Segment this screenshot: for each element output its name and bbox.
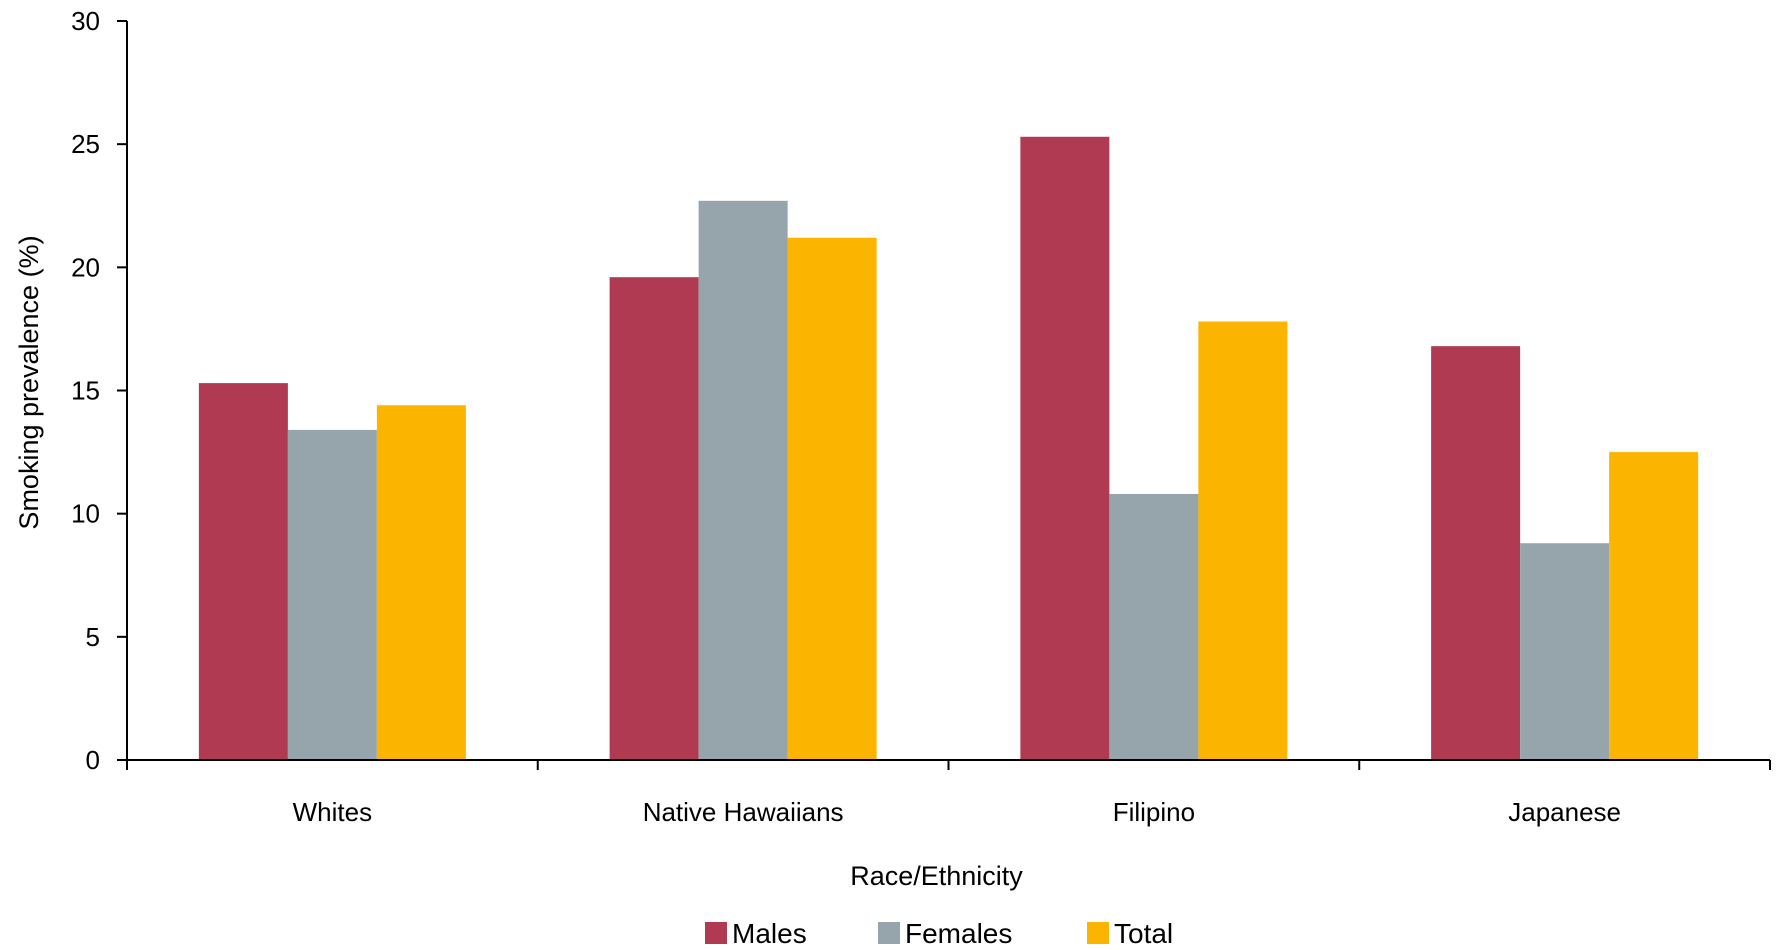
bar-total-japanese bbox=[1609, 452, 1699, 760]
legend-swatch-males bbox=[705, 922, 727, 944]
x-tick-label: Whites bbox=[293, 797, 372, 827]
bar-females-filipino bbox=[1109, 493, 1199, 760]
x-tick-label: Filipino bbox=[1113, 797, 1195, 827]
labels-layer: 0 5 10 15 20 25 30 Whites Native Hawaiians Filipi… bbox=[14, 6, 1621, 891]
legend-label-total: Total bbox=[1114, 918, 1173, 949]
bar-females-native-hawaiians bbox=[698, 200, 788, 760]
y-tick-label: 20 bbox=[71, 252, 100, 282]
legend-label-females: Females bbox=[905, 918, 1012, 949]
bar-females-whites bbox=[287, 429, 377, 760]
y-tick-label: 5 bbox=[86, 622, 100, 652]
bar-total-filipino bbox=[1198, 321, 1288, 760]
legend: Males Females Total bbox=[705, 918, 1173, 949]
x-tick-label: Japanese bbox=[1508, 797, 1621, 827]
legend-swatch-females bbox=[878, 922, 900, 944]
bar-males-japanese bbox=[1431, 346, 1521, 760]
legend-label-males: Males bbox=[732, 918, 807, 949]
bar-total-native-hawaiians bbox=[787, 237, 877, 761]
y-tick-label: 15 bbox=[71, 376, 100, 406]
bar-females-japanese bbox=[1520, 543, 1610, 760]
y-tick-label: 25 bbox=[71, 129, 100, 159]
bar-total-whites bbox=[376, 405, 466, 760]
bar-males-whites bbox=[198, 383, 288, 760]
y-tick-label: 30 bbox=[71, 6, 100, 36]
y-tick-label: 10 bbox=[71, 499, 100, 529]
legend-swatch-total bbox=[1087, 922, 1109, 944]
bar-males-filipino bbox=[1020, 136, 1110, 760]
axes-layer bbox=[117, 20, 1771, 770]
x-tick-label: Native Hawaiians bbox=[643, 797, 844, 827]
bars-layer bbox=[198, 136, 1699, 761]
x-axis-title: Race/Ethnicity bbox=[850, 861, 1023, 891]
y-axis-title: Smoking prevalence (%) bbox=[14, 235, 44, 529]
bar-males-native-hawaiians bbox=[609, 277, 699, 760]
y-tick-label: 0 bbox=[86, 745, 100, 775]
